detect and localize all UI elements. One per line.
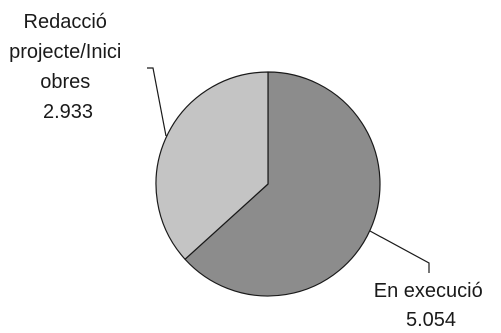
leader-lines bbox=[147, 67, 430, 273]
slice-label-en-execucio: En execució 5.054 bbox=[374, 280, 489, 331]
slice-label-redaccio: Redacció projecte/Inici obres 2.933 bbox=[9, 11, 127, 123]
slice-label-redaccio-line-3: obres bbox=[40, 71, 90, 93]
leader-line-redaccio bbox=[147, 67, 167, 137]
pie-slice-redaccio bbox=[155, 71, 269, 260]
slice-value-redaccio: 2.933 bbox=[43, 101, 93, 123]
leader-line-en-execucio bbox=[369, 230, 430, 273]
pie-slice-en-execucio bbox=[184, 71, 381, 297]
slice-value-en-execucio: 5.054 bbox=[406, 309, 456, 331]
slice-label-redaccio-line-1: Redacció bbox=[24, 11, 107, 33]
slice-label-en-execucio-line-1: En execució bbox=[374, 280, 483, 302]
pie-slices bbox=[155, 71, 381, 297]
slice-label-redaccio-line-2: projecte/Inici bbox=[9, 41, 121, 63]
